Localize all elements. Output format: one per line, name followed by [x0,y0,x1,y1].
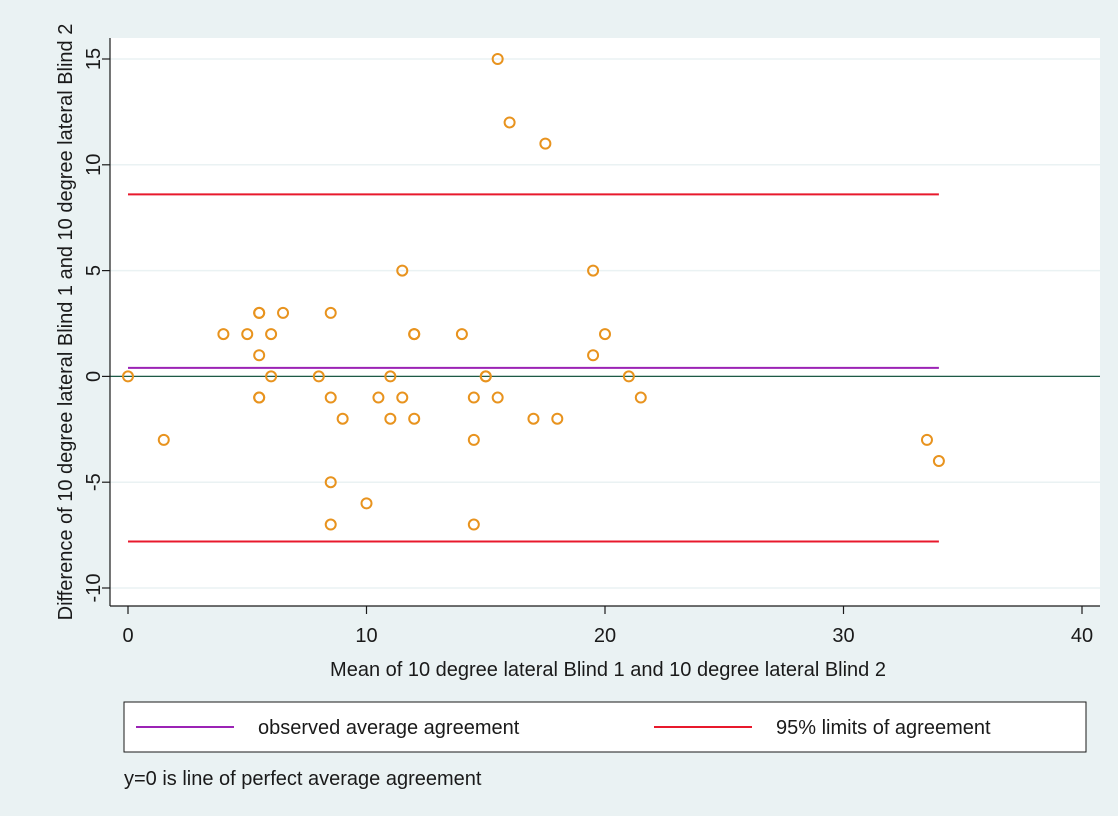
data-point-38 [551,412,564,425]
data-point-41 [599,328,611,341]
data-point-28 [467,391,480,404]
data-point-33 [491,53,504,65]
x-axis-title: Mean of 10 degree lateral Blind 1 and 10… [330,659,886,681]
x-tick-label-1: 10 [355,625,377,647]
x-tick-label-0: 0 [122,625,133,647]
data-point-43 [634,391,647,404]
data-point-16 [324,518,337,531]
data-point-45 [932,455,945,468]
data-point-30 [467,518,480,531]
legend-box [123,701,1087,753]
chart-note: y=0 is line of perfect average agreement [124,768,482,790]
plot-background [110,38,1100,606]
y-axis-title: Difference of 10 degree lateral Blind 1 … [55,24,77,621]
legend-label-limits: 95% limits of agreement [776,717,991,739]
data-point-12 [312,370,325,383]
data-point-26 [408,412,421,425]
data-point-10 [265,370,278,383]
data-point-21 [384,412,397,425]
data-point-5 [253,306,266,319]
x-tick-label-3: 30 [832,625,854,647]
data-point-20 [384,370,397,383]
data-point-8 [253,391,266,404]
data-point-22 [396,264,409,277]
data-point-27 [455,328,468,341]
data-point-25 [408,328,421,341]
data-point-23 [396,391,409,404]
data-point-35 [503,116,516,129]
data-point-14 [324,391,337,404]
data-point-36 [527,412,540,425]
data-point-0 [122,370,134,383]
data-point-37 [539,137,552,150]
data-point-17 [336,412,349,425]
y-tick-label-2: 0 [83,371,105,382]
data-point-2 [217,328,230,341]
y-tick-label-5: 15 [83,48,105,70]
y-tick-label-3: 5 [83,265,105,276]
data-point-29 [467,433,480,446]
y-tick-label-0: -10 [83,574,105,603]
data-point-13 [324,306,337,319]
data-point-40 [587,349,600,362]
data-point-6 [253,349,266,362]
data-point-34 [491,391,504,404]
data-point-18 [360,497,373,510]
data-point-1 [157,433,170,446]
legend: observed average agreement 95% limits of… [123,701,1087,753]
data-point-3 [241,328,254,341]
x-tick-label-2: 20 [594,625,616,647]
data-point-44 [920,433,933,446]
data-point-42 [622,370,635,383]
data-point-11 [277,306,290,319]
data-points [122,53,945,531]
data-point-9 [265,328,278,341]
data-point-19 [372,391,385,404]
tick-marks: 0 10 20 30 40 -10 -5 0 5 10 15 [83,48,1093,647]
y-tick-label-4: 10 [83,154,105,176]
reference-lines [110,193,1100,543]
data-point-15 [324,476,337,489]
y-tick-label-1: -5 [83,473,105,491]
data-point-39 [587,264,600,277]
legend-label-observed: observed average agreement [258,717,520,739]
x-tick-label-4: 40 [1071,625,1093,647]
data-point-32 [479,370,492,383]
